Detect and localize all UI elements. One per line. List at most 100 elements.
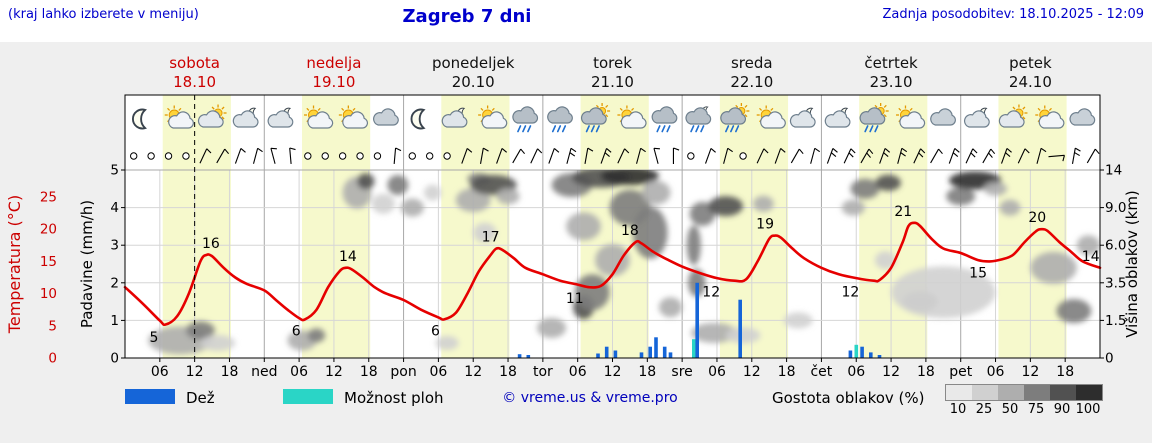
icon-cloud-rain: [651, 106, 678, 133]
svg-text:18: 18: [778, 364, 796, 380]
svg-text:15: 15: [969, 265, 987, 281]
svg-text:20: 20: [40, 222, 57, 238]
svg-text:18.10: 18.10: [173, 73, 216, 91]
svg-text:15: 15: [40, 254, 57, 270]
svg-text:pon: pon: [390, 364, 416, 380]
svg-text:4: 4: [110, 200, 119, 216]
menu-hint: (kraj lahko izberete v meniju): [8, 7, 199, 22]
gridlines: [125, 95, 1100, 358]
wind-barbs: [130, 147, 1100, 165]
icon-cloud-rain: [547, 106, 573, 133]
svg-text:12: 12: [604, 364, 622, 380]
svg-text:12: 12: [882, 364, 900, 380]
svg-text:12: 12: [1021, 364, 1039, 380]
precip-axis-ticks: 0 1 2 3 4 5: [110, 163, 125, 367]
svg-text:1.5: 1.5: [1105, 313, 1126, 329]
svg-text:06: 06: [569, 364, 587, 380]
svg-text:18: 18: [638, 364, 656, 380]
svg-text:06: 06: [290, 364, 308, 380]
page-title: Zagreb 7 dni: [402, 6, 532, 27]
icon-cloud: [1069, 108, 1096, 126]
svg-text:16: 16: [202, 236, 220, 252]
svg-text:5: 5: [110, 163, 119, 179]
icon-cloud-moon: [789, 107, 816, 128]
icon-cloud-rain: [512, 106, 539, 133]
svg-text:1: 1: [110, 313, 119, 329]
icon-cloud-moon: [441, 107, 468, 128]
precip-bars: [517, 282, 882, 358]
icon-cloud-sun: [197, 104, 227, 128]
svg-text:0: 0: [48, 351, 57, 367]
svg-text:ponedeljek: ponedeljek: [432, 54, 515, 72]
svg-text:18: 18: [221, 364, 239, 380]
svg-text:17: 17: [482, 230, 500, 246]
svg-text:25: 25: [40, 190, 57, 206]
temperature-labels: 5 16 6 14 6 17 11 18 12 19 12 21 15 20 14: [150, 204, 1100, 346]
icon-moon: [410, 108, 426, 130]
icon-sun-cloud: [304, 105, 334, 129]
icon-cloud: [930, 108, 956, 126]
temp-axis-title: Temperatura (°C): [5, 195, 24, 334]
temp-axis-ticks: 0 5 10 15 20 25: [40, 190, 57, 367]
svg-text:12: 12: [743, 364, 761, 380]
svg-text:14: 14: [1105, 163, 1122, 179]
svg-text:0: 0: [110, 351, 119, 367]
icon-cloud-moon: [963, 107, 990, 128]
icon-cloud-moon: [824, 107, 851, 128]
cloud-cover-layer: [148, 170, 1100, 355]
svg-text:12: 12: [325, 364, 343, 380]
icon-sun-cloud: [164, 105, 194, 129]
svg-text:0: 0: [1105, 351, 1114, 367]
svg-text:6.0: 6.0: [1105, 238, 1126, 254]
temperature-curve: [123, 221, 1102, 327]
svg-text:torek: torek: [593, 54, 632, 72]
icon-sun-cloud: [617, 105, 647, 129]
icon-cloud-moon: [267, 107, 294, 128]
icon-cloud-rain-moon: [685, 106, 712, 133]
svg-text:23.10: 23.10: [870, 73, 913, 91]
svg-text:2: 2: [110, 275, 119, 291]
svg-text:12: 12: [464, 364, 482, 380]
svg-text:18: 18: [499, 364, 517, 380]
svg-text:14: 14: [339, 249, 357, 265]
svg-text:12: 12: [841, 285, 859, 301]
icon-cloud-rain-sun: [859, 103, 889, 133]
svg-text:18: 18: [917, 364, 935, 380]
icon-cloud-rain-sun: [580, 103, 611, 133]
svg-text:sobota: sobota: [169, 54, 220, 72]
icon-sun-cloud: [756, 105, 786, 129]
svg-text:ned: ned: [251, 364, 277, 380]
svg-text:18: 18: [621, 223, 639, 239]
svg-text:06: 06: [987, 364, 1005, 380]
svg-text:petek: petek: [1009, 54, 1052, 72]
svg-text:pet: pet: [949, 364, 973, 380]
svg-text:5: 5: [48, 318, 57, 334]
icon-sun-cloud: [895, 105, 926, 129]
cloud-height-axis-ticks: 0 1.5 3.5 6.0 9.0 14: [1100, 163, 1126, 367]
svg-text:3: 3: [110, 238, 119, 254]
svg-text:6: 6: [431, 323, 440, 339]
svg-text:6: 6: [292, 323, 301, 339]
weather-icons: [131, 103, 1096, 133]
svg-text:21: 21: [894, 204, 912, 220]
svg-text:5: 5: [150, 330, 159, 346]
icon-sun-cloud: [478, 105, 508, 129]
icon-sun-cloud: [1035, 105, 1065, 129]
svg-text:06: 06: [151, 364, 169, 380]
svg-text:11: 11: [566, 291, 584, 307]
svg-text:24.10: 24.10: [1009, 73, 1052, 91]
svg-text:22.10: 22.10: [730, 73, 773, 91]
svg-text:čet: čet: [810, 364, 832, 380]
svg-text:14: 14: [1082, 249, 1100, 265]
svg-text:četrtek: četrtek: [864, 54, 918, 72]
svg-text:12: 12: [186, 364, 204, 380]
svg-text:20: 20: [1028, 210, 1046, 226]
icon-moon: [131, 108, 147, 130]
svg-text:18: 18: [1056, 364, 1074, 380]
icon-cloud-moon: [232, 107, 259, 128]
svg-text:20.10: 20.10: [452, 73, 495, 91]
icon-cloud-rain-sun: [720, 103, 750, 133]
